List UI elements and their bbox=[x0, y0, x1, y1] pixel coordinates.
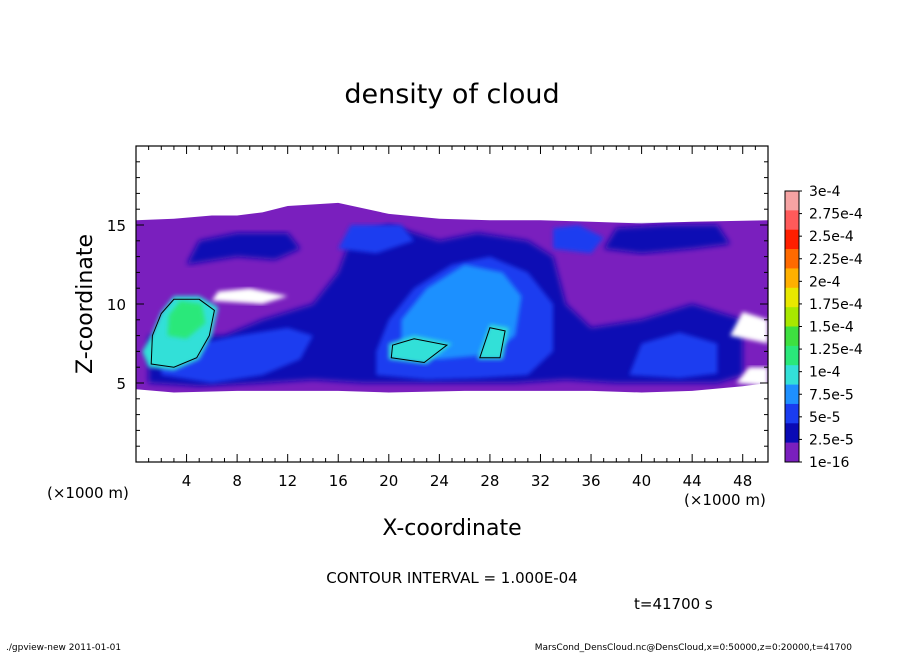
cloud-region-5e-5-right bbox=[629, 332, 718, 379]
colorbar-label: 2e-4 bbox=[809, 274, 841, 290]
colorbar-swatch bbox=[785, 403, 799, 424]
time-text: t=41700 s bbox=[634, 595, 713, 613]
x-tick-label: 12 bbox=[278, 472, 297, 490]
y-tick-label: 10 bbox=[107, 296, 126, 314]
colorbar-label: 7.5e-5 bbox=[809, 387, 854, 403]
colorbar-label: 2.75e-4 bbox=[809, 207, 863, 223]
x-tick-label: 16 bbox=[329, 472, 348, 490]
colorbar-swatch bbox=[785, 442, 799, 463]
y-tick-label: 5 bbox=[116, 375, 126, 393]
x-unit-left: (×1000 m) bbox=[47, 484, 129, 502]
colorbar-swatch bbox=[785, 423, 799, 443]
colorbar-label: 3e-4 bbox=[809, 184, 841, 200]
x-tick-label: 24 bbox=[430, 472, 449, 490]
x-unit-right: (×1000 m) bbox=[684, 491, 766, 509]
colorbar-swatch bbox=[785, 210, 799, 231]
contour-interval-text: CONTOUR INTERVAL = 1.000E-04 bbox=[326, 569, 577, 587]
chart-title: density of cloud bbox=[344, 79, 559, 110]
colorbar: 3e-4 2.75e-4 2.5e-4 2.25e-4 2e-4 1.75e-4 1.5e-… bbox=[784, 184, 863, 471]
x-tick-label: 4 bbox=[182, 472, 192, 490]
colorbar-swatch bbox=[785, 268, 799, 289]
y-axis: 5 10 15 bbox=[107, 161, 768, 447]
colorbar-label: 2.25e-4 bbox=[809, 252, 863, 268]
colorbar-swatch bbox=[785, 307, 799, 327]
contour-line bbox=[479, 327, 506, 359]
colorbar-swatch bbox=[785, 326, 799, 347]
cloud-region-5e-5-top-right bbox=[553, 225, 604, 254]
footer-left: ./gpview-new 2011-01-01 bbox=[6, 643, 121, 653]
x-axis: 4 8 12 16 20 24 28 32 36 40 44 48 bbox=[148, 146, 756, 490]
colorbar-swatch bbox=[785, 249, 799, 269]
x-axis-label: X-coordinate bbox=[382, 516, 521, 541]
colorbar-swatch bbox=[785, 384, 799, 405]
colorbar-label: 2.5e-4 bbox=[809, 229, 854, 245]
y-tick-label: 15 bbox=[107, 217, 126, 235]
x-tick-label: 36 bbox=[581, 472, 600, 490]
contour-line bbox=[150, 298, 215, 368]
colorbar-label: 1.5e-4 bbox=[809, 320, 854, 336]
colorbar-swatch bbox=[785, 191, 799, 211]
cloud-region-5e-5-top bbox=[338, 225, 415, 254]
x-tick-label: 32 bbox=[531, 472, 550, 490]
colorbar-label: 1e-4 bbox=[809, 365, 841, 381]
colorbar-swatch bbox=[785, 229, 799, 250]
y-axis-label: Z-coordinate bbox=[73, 234, 98, 374]
cloud-region-2.5e-5-upper bbox=[186, 232, 301, 265]
x-tick-label: 44 bbox=[683, 472, 702, 490]
colorbar-label: 1e-16 bbox=[809, 455, 849, 471]
x-tick-label: 8 bbox=[232, 472, 242, 490]
colorbar-swatch bbox=[785, 345, 799, 366]
contour-line bbox=[390, 338, 449, 364]
x-tick-label: 40 bbox=[632, 472, 651, 490]
cloud-gap-right bbox=[730, 311, 768, 344]
x-tick-label: 20 bbox=[379, 472, 398, 490]
cloud-region-2.5e-5-right bbox=[603, 225, 731, 254]
colorbar-label: 1.25e-4 bbox=[809, 342, 863, 358]
plot-area bbox=[136, 202, 768, 393]
footer-right: MarsCond_DensCloud.nc@DensCloud,x=0:5000… bbox=[535, 643, 852, 653]
colorbar-label: 1.75e-4 bbox=[809, 297, 863, 313]
cloud-gap-right-low bbox=[736, 367, 768, 387]
colorbar-label: 5e-5 bbox=[809, 410, 840, 426]
cloud-region-1.25e-4 bbox=[167, 300, 206, 339]
cloud-gap bbox=[211, 288, 288, 304]
x-tick-label: 48 bbox=[733, 472, 752, 490]
colorbar-swatch bbox=[785, 365, 799, 385]
x-tick-label: 28 bbox=[480, 472, 499, 490]
colorbar-label: 2.5e-5 bbox=[809, 432, 854, 448]
cloud-field bbox=[136, 202, 768, 393]
colorbar-swatch bbox=[785, 287, 799, 308]
cloud-region-5e-5-left bbox=[161, 327, 313, 383]
